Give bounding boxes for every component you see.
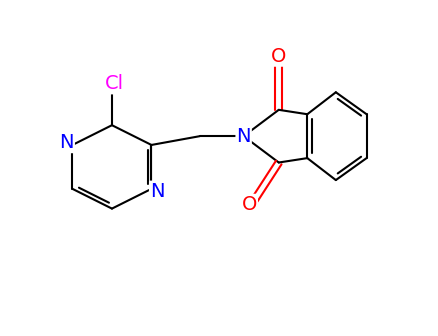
Text: N: N: [236, 127, 251, 146]
Text: N: N: [149, 181, 164, 201]
Text: Cl: Cl: [104, 75, 124, 93]
Text: N: N: [59, 133, 74, 152]
Text: O: O: [241, 195, 257, 214]
Text: O: O: [270, 47, 286, 66]
